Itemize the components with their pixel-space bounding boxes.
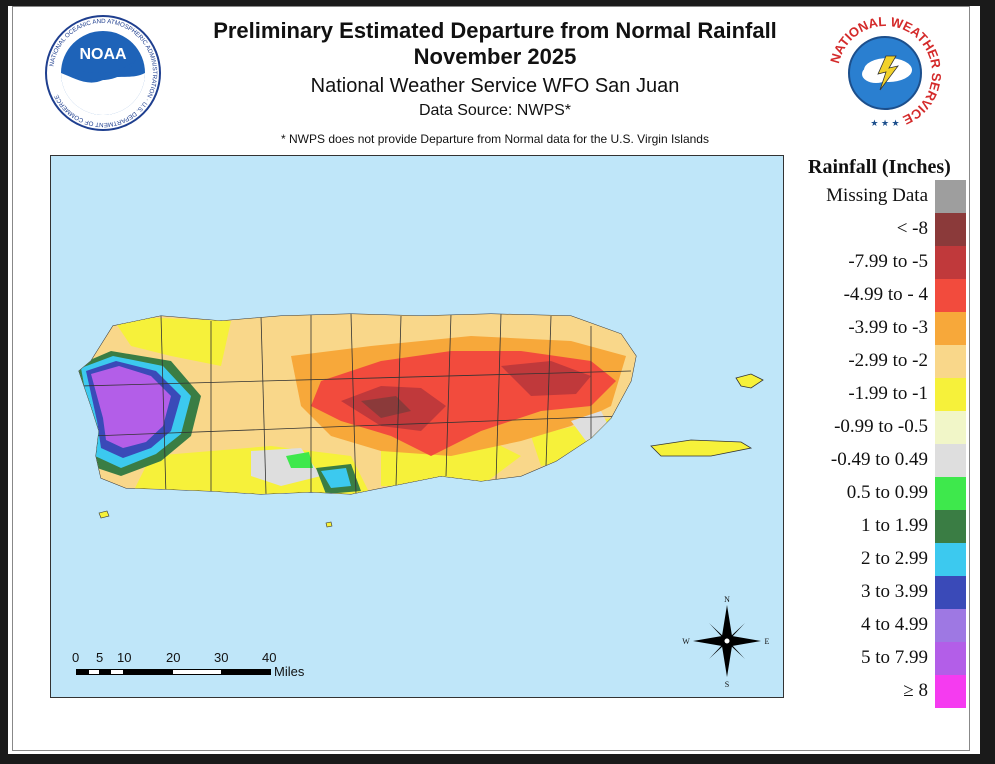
legend-swatch bbox=[935, 411, 966, 444]
data-source: Data Source: NWPS* bbox=[418, 102, 572, 119]
legend-item-label: -1.99 to -1 bbox=[848, 383, 928, 404]
compass-w: W bbox=[682, 637, 690, 646]
noaa-logo: NOAA NATIONAL OCEANIC AND ATMOSPHERIC AD… bbox=[45, 15, 161, 131]
scale-tick-30: 30 bbox=[214, 650, 229, 665]
svg-text:★ ★ ★: ★ ★ ★ bbox=[870, 118, 899, 128]
legend-item-label: 5 to 7.99 bbox=[860, 647, 928, 668]
desecheo-island bbox=[325, 521, 333, 528]
legend-swatch bbox=[935, 675, 966, 708]
legend-swatch bbox=[935, 444, 966, 477]
legend-item: 5 to 7.99 bbox=[790, 642, 970, 675]
legend-item-label: -2.99 to -2 bbox=[848, 350, 928, 371]
legend-item: Missing Data bbox=[790, 180, 970, 213]
municipality-borders bbox=[80, 314, 632, 494]
legend-swatch bbox=[935, 180, 966, 213]
map-panel: N S E W 0 5 10 20 30 40 Miles bbox=[50, 155, 784, 698]
scale-tick-40: 40 bbox=[262, 650, 277, 665]
legend-swatch bbox=[935, 609, 966, 642]
legend-item: 0.5 to 0.99 bbox=[790, 477, 970, 510]
legend-item: 2 to 2.99 bbox=[790, 543, 970, 576]
legend-item: 3 to 3.99 bbox=[790, 576, 970, 609]
legend-title: Rainfall (Inches) bbox=[808, 156, 951, 178]
legend-swatch bbox=[935, 543, 966, 576]
legend-item-label: 3 to 3.99 bbox=[860, 581, 928, 602]
legend-item-label: 2 to 2.99 bbox=[860, 548, 928, 569]
vieques-island bbox=[650, 439, 753, 457]
map-title: Preliminary Estimated Departure from Nor… bbox=[213, 18, 777, 43]
legend-swatch bbox=[935, 510, 966, 543]
scale-tick-5: 5 bbox=[96, 650, 104, 665]
legend-item-label: -0.99 to -0.5 bbox=[834, 416, 928, 437]
footnote: * NWPS does not provide Departure from N… bbox=[281, 132, 709, 146]
legend-item: -2.99 to -2 bbox=[790, 345, 970, 378]
legend-swatch bbox=[935, 642, 966, 675]
legend-item-label: 4 to 4.99 bbox=[860, 614, 928, 635]
compass-s: S bbox=[725, 680, 729, 689]
legend-swatch bbox=[935, 345, 966, 378]
figure-border bbox=[12, 6, 970, 751]
legend-swatch bbox=[935, 576, 966, 609]
legend-item-label: < -8 bbox=[896, 218, 928, 239]
legend-item-label: Missing Data bbox=[826, 185, 928, 206]
compass-n: N bbox=[724, 595, 730, 604]
culebra-island bbox=[735, 373, 764, 389]
scale-tick-20: 20 bbox=[166, 650, 181, 665]
legend-swatch bbox=[935, 378, 966, 411]
legend-item: -4.99 to - 4 bbox=[790, 279, 970, 312]
legend-swatch bbox=[935, 213, 966, 246]
compass-e: E bbox=[765, 637, 770, 646]
mona-island bbox=[98, 510, 110, 519]
legend-item: 4 to 4.99 bbox=[790, 609, 970, 642]
map-title-date: November 2025 bbox=[413, 44, 577, 69]
legend-item: -7.99 to -5 bbox=[790, 246, 970, 279]
scale-tick-0: 0 bbox=[72, 650, 80, 665]
legend-item: -0.99 to -0.5 bbox=[790, 411, 970, 444]
legend-item: 1 to 1.99 bbox=[790, 510, 970, 543]
legend-swatch bbox=[935, 312, 966, 345]
legend-item: -0.49 to 0.49 bbox=[790, 444, 970, 477]
legend-item: -3.99 to -3 bbox=[790, 312, 970, 345]
legend-item-label: 1 to 1.99 bbox=[860, 515, 928, 536]
legend-item: -1.99 to -1 bbox=[790, 378, 970, 411]
map-subtitle: National Weather Service WFO San Juan bbox=[310, 75, 680, 97]
scale-unit: Miles bbox=[274, 664, 305, 679]
scale-tick-10: 10 bbox=[117, 650, 132, 665]
legend-item-label: -0.49 to 0.49 bbox=[830, 449, 928, 470]
puerto-rico-map: N S E W bbox=[76, 313, 770, 689]
legend-swatch bbox=[935, 246, 966, 279]
legend-item-label: -3.99 to -3 bbox=[848, 317, 928, 338]
legend-item-label: ≥ 8 bbox=[903, 680, 928, 701]
noaa-logo-text: NOAA bbox=[79, 46, 127, 63]
legend-item-label: -4.99 to - 4 bbox=[843, 284, 928, 305]
nws-logo: NATIONAL WEATHER SERVICE ★ ★ ★ bbox=[827, 14, 944, 130]
legend-swatch bbox=[935, 279, 966, 312]
scale-bar bbox=[76, 669, 271, 675]
legend-item: ≥ 8 bbox=[790, 675, 970, 708]
legend-item: < -8 bbox=[790, 213, 970, 246]
legend-swatch bbox=[935, 477, 966, 510]
compass-rose: N S E W bbox=[682, 595, 769, 689]
legend-item-label: -7.99 to -5 bbox=[848, 251, 928, 272]
legend-item-label: 0.5 to 0.99 bbox=[846, 482, 928, 503]
